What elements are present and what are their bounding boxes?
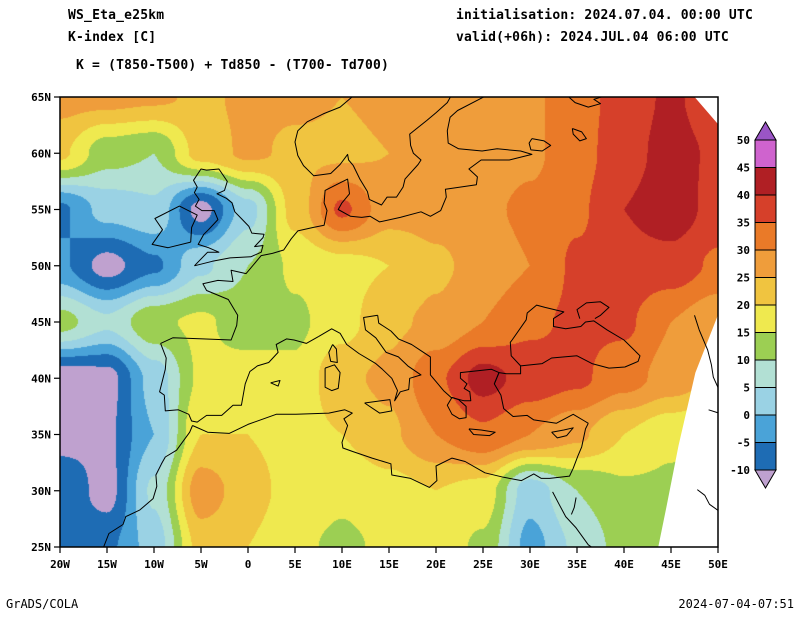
colorbar-segment (754, 139, 777, 168)
y-axis-tick-label: 30N (31, 485, 51, 498)
colorbar-level-label: 5 (743, 382, 750, 395)
y-axis-tick-label: 55N (31, 204, 51, 217)
valid-time-line: valid(+06h): 2024.JUL.04 06:00 UTC (456, 30, 729, 45)
colorbar-segment (754, 167, 777, 196)
x-axis-tick-label: 45E (661, 558, 681, 571)
parameter-title: K-index [C] (68, 30, 157, 45)
init-time-line: initialisation: 2024.07.04. 00:00 UTC (456, 8, 753, 23)
colorbar-segment (754, 194, 777, 223)
x-axis-tick-label: 10E (332, 558, 352, 571)
y-axis-tick-label: 65N (31, 91, 51, 104)
y-axis-tick-label: 25N (31, 541, 51, 554)
y-axis-tick-label: 60N (31, 147, 51, 160)
colorbar-segment (754, 387, 777, 416)
x-axis-tick-label: 40E (614, 558, 634, 571)
colorbar-level-label: 10 (737, 354, 750, 367)
colorbar-segment (754, 442, 777, 471)
colorbar-segment (754, 304, 777, 333)
x-axis-tick-label: 25E (473, 558, 493, 571)
colorbar-segment (754, 414, 777, 443)
y-axis-tick-label: 35N (31, 429, 51, 442)
colorbar-level-label: 45 (737, 162, 750, 175)
colorbar-segment (754, 332, 777, 361)
formula-line: K = (T850-T500) + Td850 - (T700- Td700) (76, 58, 390, 73)
colorbar-level-label: 30 (737, 244, 750, 257)
colorbar-segment (754, 359, 777, 388)
x-axis-tick-label: 10W (144, 558, 164, 571)
x-axis-tick-label: 20W (50, 558, 70, 571)
colorbar-level-label: 20 (737, 299, 750, 312)
y-axis-tick-label: 45N (31, 316, 51, 329)
kindex-filled-contour-canvas (60, 97, 718, 547)
x-axis-tick-label: 15E (379, 558, 399, 571)
y-axis-tick-label: 40N (31, 372, 51, 385)
y-axis-tick-label: 50N (31, 260, 51, 273)
colorbar-level-label: -10 (730, 464, 750, 477)
colorbar-segment (754, 222, 777, 251)
colorbar-segment (754, 249, 777, 278)
colorbar: -10 -5 0 5 10 15 20 25 30 35 40 45 50 (730, 121, 777, 489)
x-axis-tick-label: 5E (288, 558, 301, 571)
x-axis-tick-label: 50E (708, 558, 728, 571)
colorbar-segment (754, 277, 777, 306)
grads-credit: GrADS/COLA (6, 597, 79, 611)
colorbar-level-label: 40 (737, 189, 750, 202)
colorbar-level-label: 25 (737, 272, 750, 285)
colorbar-lower-triangle (754, 469, 777, 489)
model-title: WS_Eta_e25km (68, 8, 165, 23)
x-axis-tick-label: 20E (426, 558, 446, 571)
colorbar-level-label: 15 (737, 327, 750, 340)
x-axis-tick-label: 15W (97, 558, 117, 571)
x-axis-tick-label: 30E (520, 558, 540, 571)
colorbar-upper-triangle (754, 121, 777, 141)
creation-timestamp: 2024-07-04-07:51 (678, 597, 794, 611)
colorbar-level-label: 50 (737, 134, 750, 147)
colorbar-level-label: 35 (737, 217, 750, 230)
colorbar-level-label: 0 (743, 409, 750, 422)
colorbar-level-label: -5 (737, 437, 750, 450)
x-axis-tick-label: 35E (567, 558, 587, 571)
x-axis-tick-label: 5W (194, 558, 208, 571)
x-axis-tick-label: 0 (245, 558, 252, 571)
